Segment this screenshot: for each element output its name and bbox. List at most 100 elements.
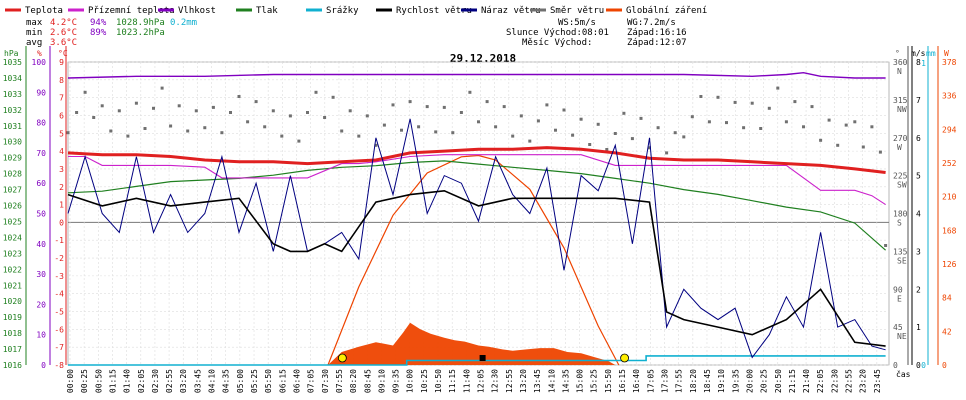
dir-axis-tick-dir: S	[897, 219, 902, 228]
stat-pressure: 1023.2hPa	[116, 28, 165, 38]
wind-dir-point	[203, 126, 207, 130]
wind-dir-point	[271, 109, 275, 113]
wind-dir-point	[545, 103, 549, 107]
stat-ws: WS:5m/s	[558, 18, 596, 28]
dir-axis-tick-dir: N	[897, 67, 902, 76]
ms-unit: m/s	[911, 49, 926, 58]
pressure-line	[67, 160, 886, 251]
c-axis-tick: 4	[59, 147, 64, 156]
w-axis-tick: 0	[942, 361, 947, 370]
w-unit: W	[944, 49, 949, 58]
hpa-axis-tick: 1017	[3, 345, 22, 354]
temperature-line	[67, 146, 886, 174]
wind-dir-point	[83, 90, 87, 94]
hpa-axis-tick: 1023	[3, 249, 22, 258]
chart-title: 29.12.2018	[450, 52, 516, 65]
dir-axis-tick: 180	[893, 210, 908, 219]
wind-dir-point	[288, 114, 292, 118]
time-tick: 13:20	[519, 369, 528, 393]
wind-dir-point	[554, 128, 557, 132]
c-axis-tick: 2	[59, 183, 64, 192]
wind-dir-point	[323, 116, 327, 119]
time-tick: 15:25	[590, 369, 599, 393]
time-tick: 05:00	[236, 369, 245, 393]
wind-dir-point	[160, 86, 164, 90]
wind-dir-point	[297, 139, 301, 143]
wind-dir-point	[306, 111, 309, 114]
wind-dir-point	[742, 126, 746, 130]
wind-dir-point	[733, 100, 737, 104]
time-tick: 10:50	[434, 369, 443, 393]
wind-dir-point	[143, 127, 147, 130]
w-axis-tick: 126	[942, 260, 957, 269]
time-tick: 12:05	[477, 369, 486, 393]
time-tick: 17:05	[646, 369, 655, 393]
stat-moonset: Západ:12:07	[627, 38, 687, 48]
dir-axis-tick: 225	[893, 172, 908, 181]
mm-axis-tick: 1	[921, 59, 926, 68]
dir-unit: °	[895, 49, 900, 58]
stat-temp: 2.6°C	[50, 28, 77, 38]
wind-dir-point	[425, 105, 429, 109]
wind-dir-point	[870, 125, 874, 129]
time-tick: 13:45	[533, 369, 542, 393]
time-tick: 22:30	[830, 369, 839, 393]
wind-dir-point	[494, 125, 498, 129]
humidity-line	[67, 71, 886, 79]
c-axis-tick: 9	[59, 58, 64, 67]
pct-unit: %	[37, 49, 42, 58]
wind-dir-point	[117, 109, 121, 113]
wind-dir-point	[810, 105, 814, 109]
pct-axis-tick: 0	[41, 361, 46, 370]
w-axis-tick: 168	[942, 226, 957, 235]
wind-dir-point	[400, 128, 403, 132]
wind-dir-point	[844, 123, 848, 127]
wind-dir-point	[374, 143, 378, 147]
wind-dir-point	[169, 124, 173, 128]
time-tick: 07:05	[307, 369, 316, 393]
ms-axis-tick: 6	[916, 134, 921, 143]
time-tick: 06:15	[278, 369, 287, 393]
wind-dir-point	[280, 134, 284, 138]
wind-dir-point	[75, 111, 79, 114]
hpa-axis-tick: 1028	[3, 170, 22, 179]
wind-dir-point	[793, 100, 797, 104]
c-axis-tick: -5	[54, 308, 64, 317]
legend-label: Náraz větru	[481, 6, 541, 16]
time-tick: 03:45	[193, 369, 202, 393]
ms-axis-tick: 7	[916, 96, 921, 105]
hpa-axis-tick: 1035	[3, 58, 22, 67]
wind-speed-line	[67, 189, 886, 347]
hpa-axis-tick: 1029	[3, 154, 22, 163]
time-tick: 03:20	[179, 369, 188, 393]
hpa-unit: hPa	[4, 49, 19, 58]
wind-dir-point	[519, 114, 523, 118]
stat-label: avg	[26, 38, 42, 48]
wind-dir-point	[451, 131, 455, 135]
wind-dir-point	[579, 117, 583, 121]
wind-dir-point	[630, 137, 634, 141]
wind-dir-point	[442, 105, 446, 109]
time-tick: 06:40	[292, 369, 301, 393]
wind-dir-point	[348, 109, 352, 113]
ground-temp-line	[68, 154, 886, 206]
stat-moon: Měsíc Východ:	[522, 38, 592, 48]
wind-dir-point	[562, 108, 566, 112]
legend-label: Vlhkost	[178, 6, 216, 16]
ms-axis-tick: 8	[916, 58, 921, 67]
time-tick: 02:55	[165, 369, 174, 393]
c-axis-tick: -4	[54, 290, 64, 299]
c-axis-tick: 8	[59, 76, 64, 85]
wind-dir-point	[357, 134, 361, 138]
wind-dir-point	[648, 146, 651, 150]
w-axis-tick: 252	[942, 159, 957, 168]
time-tick: 12:30	[491, 369, 500, 393]
ms-axis-tick: 1	[916, 323, 921, 332]
time-tick: 21:15	[788, 369, 797, 393]
wind-dir-point	[100, 104, 104, 108]
wind-dir-point	[690, 115, 694, 119]
wind-dir-point	[468, 90, 472, 94]
time-tick: 14:35	[561, 369, 570, 393]
c-axis-tick: 7	[59, 94, 64, 103]
